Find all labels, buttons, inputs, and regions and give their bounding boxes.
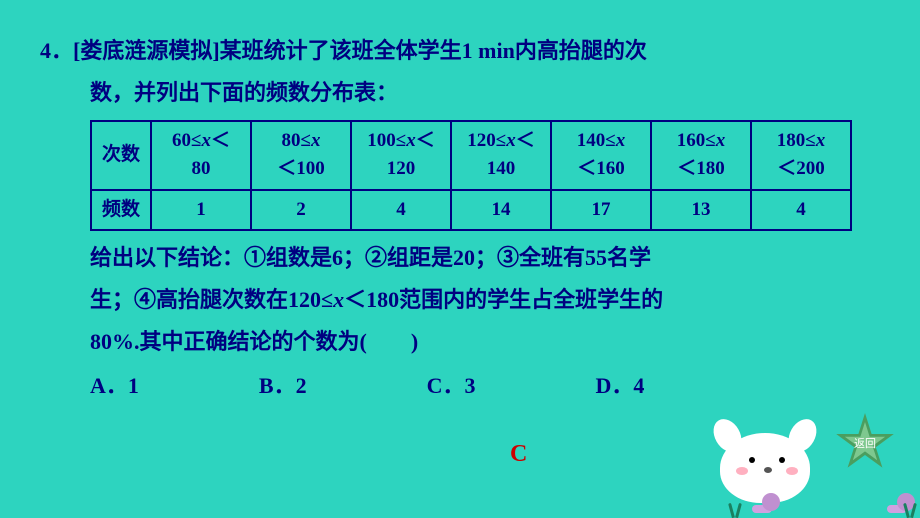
option-b: B．2 — [259, 368, 307, 400]
interval-cell: 120≤x＜140 — [451, 121, 551, 190]
interval-cell: 60≤x＜80 — [151, 121, 251, 190]
freq-cell: 13 — [651, 190, 751, 231]
interval-cell: 140≤x＜160 — [551, 121, 651, 190]
grass-icon — [725, 503, 745, 518]
question-line1: 某班统计了该班全体学生1 min内高抬腿的次 — [220, 38, 647, 63]
conclusion-line3: 80%.其中正确结论的个数为( ) — [90, 321, 880, 363]
row-header-freq: 频数 — [91, 190, 151, 231]
freq-cell: 17 — [551, 190, 651, 231]
frequency-table: 次数 60≤x＜80 80≤x＜100 100≤x＜120 120≤x＜140 … — [90, 120, 852, 232]
question-block: 4．[娄底涟源模拟]某班统计了该班全体学生1 min内高抬腿的次 数，并列出下面… — [40, 30, 880, 114]
conclusion-block: 给出以下结论：①组数是6；②组距是20；③全班有55名学 生；④高抬腿次数在12… — [40, 237, 880, 362]
interval-cell: 80≤x＜100 — [251, 121, 351, 190]
answer-mark: C — [510, 441, 527, 468]
row-header-count: 次数 — [91, 121, 151, 190]
freq-cell: 4 — [351, 190, 451, 231]
return-label: 返回 — [854, 435, 876, 451]
options-row: A．1 B．2 C．3 D．4 — [40, 368, 880, 400]
question-number: 4． — [40, 38, 73, 63]
conclusion-line1: 给出以下结论：①组数是6；②组距是20；③全班有55名学 — [90, 237, 880, 279]
interval-cell: 100≤x＜120 — [351, 121, 451, 190]
question-line2: 数，并列出下面的频数分布表： — [40, 72, 880, 114]
freq-cell: 2 — [251, 190, 351, 231]
freq-cell: 1 — [151, 190, 251, 231]
grass-icon — [900, 503, 920, 518]
table-row-freq: 频数 1 2 4 14 17 13 4 — [91, 190, 851, 231]
interval-cell: 180≤x＜200 — [751, 121, 851, 190]
freq-cell: 4 — [751, 190, 851, 231]
option-c: C．3 — [427, 368, 476, 400]
interval-cell: 160≤x＜180 — [651, 121, 751, 190]
table-row-intervals: 次数 60≤x＜80 80≤x＜100 100≤x＜120 120≤x＜140 … — [91, 121, 851, 190]
option-d: D．4 — [595, 368, 644, 400]
conclusion-line2: 生；④高抬腿次数在120≤x＜180范围内的学生占全班学生的 — [90, 279, 880, 321]
question-source: [娄底涟源模拟] — [73, 38, 220, 63]
freq-cell: 14 — [451, 190, 551, 231]
snail-icon — [752, 491, 780, 513]
option-a: A．1 — [90, 368, 139, 400]
return-button[interactable]: 返回 — [835, 413, 895, 473]
slide-content: 4．[娄底涟源模拟]某班统计了该班全体学生1 min内高抬腿的次 数，并列出下面… — [0, 0, 920, 420]
